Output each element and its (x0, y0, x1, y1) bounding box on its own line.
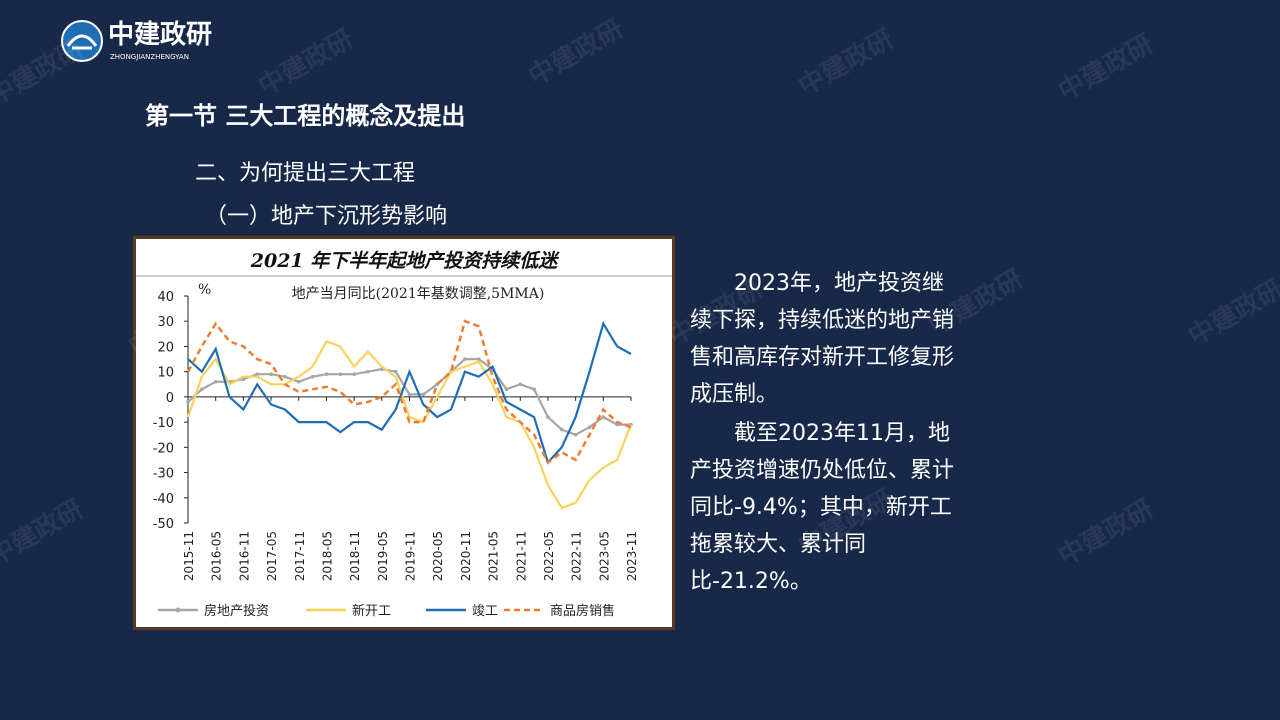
series-marker (213, 379, 218, 384)
logo-pinyin: ZHONGJIANZHENGYAN (110, 53, 189, 61)
x-tick-label: 2023-11 (625, 531, 639, 581)
subheading: 二、为何提出三大工程 (195, 161, 416, 186)
logo-name: 中建政研 (108, 19, 212, 50)
watermark: 中建政研 (523, 13, 629, 92)
chart-frame: 2021 年下半年起地产投资持续低迷地产当月同比(2021年基数调整,5MMA)… (133, 236, 675, 630)
chart: 2021 年下半年起地产投资持续低迷地产当月同比(2021年基数调整,5MMA)… (136, 250, 672, 619)
chart-title: 2021 年下半年起地产投资持续低迷 (250, 250, 560, 272)
legend-label: 房地产投资 (204, 603, 269, 619)
series-marker (518, 382, 523, 387)
series-marker (269, 372, 273, 376)
series-marker (476, 357, 481, 361)
x-tick-label: 2015-11 (182, 531, 196, 581)
legend-label: 竣工 (472, 604, 498, 619)
legend-label: 商品房销售 (550, 603, 615, 619)
paragraph: 2023年，地产投资继续下探，持续低迷的地产销售和高库存对新开工修复形成压制。 (690, 271, 955, 407)
logo-icon (66, 34, 98, 50)
y-tick-label: -30 (153, 467, 174, 482)
series-marker (338, 372, 343, 376)
watermark: 中建政研 (1053, 493, 1159, 572)
series-marker (559, 427, 564, 432)
x-tick-label: 2020-05 (431, 531, 445, 581)
series-marker (601, 415, 606, 419)
y-tick-label: -40 (153, 492, 174, 507)
y-tick-label: -20 (153, 441, 174, 456)
series-marker (393, 369, 398, 374)
series-marker (421, 392, 426, 397)
series-marker (366, 369, 370, 374)
series-marker (200, 387, 204, 392)
y-tick-label: 10 (157, 366, 174, 381)
x-tick-label: 2017-11 (293, 531, 307, 581)
legend-label: 新开工 (352, 603, 391, 619)
x-tick-label: 2023-05 (597, 531, 611, 581)
x-tick-label: 2019-05 (376, 531, 390, 581)
x-tick-label: 2021-05 (487, 531, 501, 581)
x-tick-label: 2020-11 (459, 531, 473, 581)
y-axis-label: % (198, 282, 211, 298)
series-marker (255, 372, 260, 376)
x-tick-label: 2021-11 (514, 531, 528, 581)
watermark: 中建政研 (0, 493, 89, 572)
logo-icon (61, 20, 103, 62)
chart-subtitle: 地产当月同比(2021年基数调整,5MMA) (292, 285, 545, 302)
watermark: 中建政研 (1183, 273, 1280, 352)
series-marker (407, 392, 412, 397)
series-marker (463, 357, 467, 361)
series-marker (587, 425, 592, 429)
y-tick-label: 30 (157, 315, 174, 330)
x-tick-label: 2018-11 (348, 531, 362, 581)
paragraph: 截至2023年11月，地产投资增速仍处低位、累计同比-9.4%；其中，新开工拖累… (690, 421, 955, 594)
series-marker (573, 432, 578, 437)
y-tick-label: 40 (157, 290, 174, 305)
y-tick-label: 20 (157, 340, 174, 355)
x-tick-label: 2016-05 (210, 531, 224, 581)
watermark: 中建政研 (793, 23, 899, 102)
series-marker (532, 387, 536, 392)
series-marker (296, 379, 301, 384)
series-line (187, 320, 632, 465)
series-marker (546, 415, 550, 419)
x-tick-label: 2018-05 (320, 531, 334, 581)
legend-swatch (175, 607, 181, 613)
y-tick-label: 0 (166, 391, 174, 406)
series-line (186, 340, 633, 510)
series-marker (324, 372, 329, 376)
x-tick-label: 2022-05 (542, 531, 556, 581)
x-tick-label: 2019-11 (404, 531, 418, 581)
series-marker (352, 372, 356, 376)
series-marker (310, 374, 315, 379)
series-marker (186, 400, 190, 404)
logo: 中建政研 ZHONGJIANZHENGYAN (61, 19, 212, 62)
x-tick-label: 2016-11 (237, 531, 251, 581)
watermark: 中建政研 (253, 23, 359, 102)
x-tick-label: 2017-05 (265, 531, 279, 581)
section-title: （一）地产下沉形势影响 (205, 204, 448, 229)
watermark: 中建政研 (1053, 28, 1159, 107)
series-marker (283, 374, 287, 379)
heading: 第一节 三大工程的概念及提出 (145, 102, 466, 130)
series-line (186, 319, 632, 465)
x-tick-label: 2022-11 (570, 531, 584, 581)
y-tick-label: -10 (153, 416, 174, 431)
y-tick-label: -50 (153, 517, 174, 532)
series-marker (504, 387, 509, 392)
